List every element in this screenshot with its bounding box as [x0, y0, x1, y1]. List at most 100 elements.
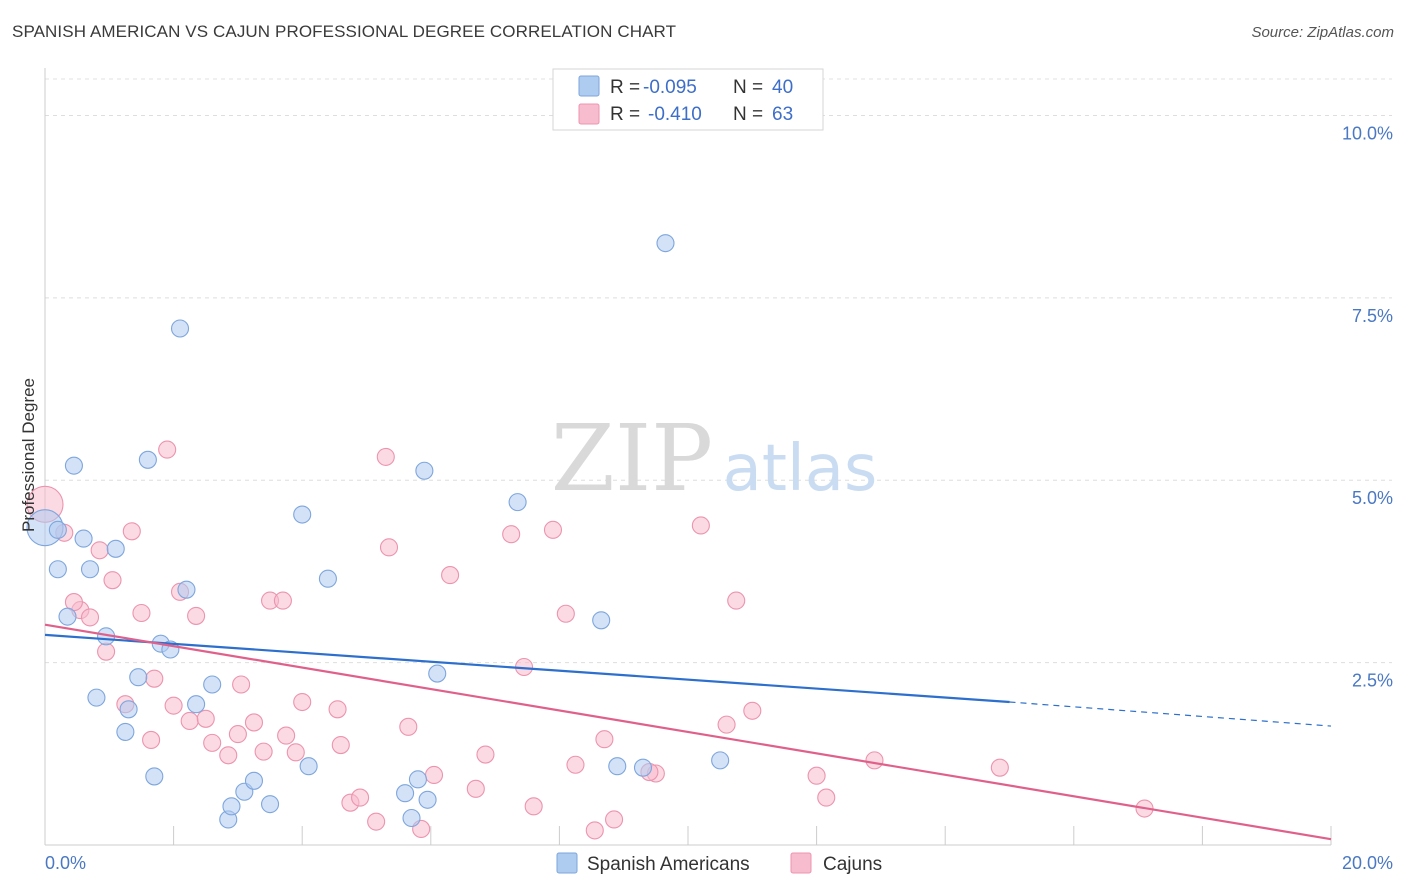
- cajun-point: [203, 733, 222, 752]
- spanish-american-point: [633, 758, 653, 777]
- cajun-point: [595, 730, 614, 749]
- cajun-point: [817, 788, 836, 807]
- cajun-point: [219, 746, 238, 765]
- cajun-point: [328, 700, 347, 719]
- legend-r-value-1: -0.095: [643, 77, 697, 98]
- cajun-point: [466, 779, 485, 798]
- spanish-american-point: [116, 722, 135, 741]
- cajun-trend-line: [44, 623, 1332, 841]
- cajun-point: [254, 742, 273, 761]
- cajun-point: [727, 591, 746, 610]
- legend-n-value-2: 63: [772, 104, 793, 125]
- spanish-american-point: [396, 784, 415, 803]
- cajun-point: [367, 812, 386, 831]
- spanish-american-point: [711, 751, 730, 770]
- spanish-american-point: [415, 461, 434, 480]
- y-tick-label: 5.0%: [1352, 488, 1393, 508]
- spanish-american-point: [48, 520, 67, 539]
- spanish-american-point: [58, 607, 77, 626]
- cajun-point: [142, 730, 161, 749]
- cajun-point: [244, 713, 264, 732]
- bottom-legend: Spanish Americans Cajuns: [556, 852, 882, 875]
- cajun-point: [807, 766, 826, 785]
- legend-r-label-1: R =: [610, 77, 640, 98]
- spanish-american-point: [408, 770, 427, 789]
- bottom-legend-label-cajun: Cajuns: [823, 854, 882, 875]
- cajun-point: [145, 669, 164, 688]
- legend-n-label-2: N =: [733, 104, 763, 125]
- cajun-point: [286, 743, 305, 762]
- trend-lines: [44, 623, 1332, 841]
- chart-title: SPANISH AMERICAN VS CAJUN PROFESSIONAL D…: [12, 22, 677, 41]
- spanish-american-point: [87, 688, 106, 707]
- cajun-point: [990, 758, 1009, 777]
- spanish-american-point: [592, 611, 611, 630]
- spanish-american-point: [203, 675, 222, 694]
- cajun-point: [691, 516, 710, 535]
- spanish-american-point: [428, 664, 447, 683]
- cajun-point: [277, 726, 296, 745]
- grid-lines: [45, 78, 1392, 664]
- cajun-point: [605, 810, 624, 829]
- cajun-point: [556, 604, 575, 623]
- source-label: Source: ZipAtlas.com: [1251, 24, 1394, 41]
- cajun-point: [585, 821, 604, 840]
- cajun-point: [441, 566, 460, 585]
- cajun-point: [376, 447, 395, 466]
- y-tick-label: 10.0%: [1342, 123, 1393, 143]
- watermark: ZIP atlas: [551, 405, 877, 512]
- cajun-point: [293, 692, 312, 712]
- cajun-point: [103, 571, 122, 590]
- cajun-point: [524, 797, 543, 816]
- spanish-american-point: [187, 695, 206, 714]
- bottom-legend-swatch-spanish: [556, 852, 578, 874]
- spanish-american-point: [299, 757, 318, 776]
- spanish-american-point: [260, 795, 280, 814]
- spanish-american-trend-line: [44, 633, 1010, 704]
- cajun-point: [164, 696, 183, 715]
- bottom-legend-swatch-cajun: [790, 852, 812, 874]
- cajun-point: [132, 603, 151, 623]
- cajun-point: [80, 608, 100, 627]
- cajun-point: [158, 440, 177, 459]
- spanish-american-point: [80, 560, 100, 579]
- legend-swatch-spanish: [578, 75, 600, 97]
- cajun-point: [424, 765, 444, 785]
- cajun-point: [232, 675, 251, 694]
- spanish-american-point: [74, 529, 93, 548]
- spanish-american-point: [170, 319, 190, 338]
- cajun-point: [187, 606, 206, 625]
- cajun-point: [196, 709, 215, 728]
- cajun-point: [180, 711, 199, 731]
- spanish-american-point: [608, 757, 627, 776]
- x-tick-label-min: 0.0%: [45, 853, 86, 873]
- spanish-american-point: [129, 668, 148, 687]
- spanish-american-point: [177, 580, 196, 599]
- cajun-point: [97, 642, 116, 661]
- cajun-point: [273, 591, 292, 610]
- spanish-american-point: [656, 234, 675, 253]
- legend-r-label-2: R =: [610, 104, 640, 125]
- cajun-point: [566, 755, 585, 774]
- spanish-american-point: [145, 767, 164, 786]
- spanish-american-point: [106, 539, 125, 558]
- cajun-point: [399, 717, 418, 736]
- spanish-american-point: [402, 808, 421, 828]
- spanish-american-trend-extension: [1009, 701, 1332, 727]
- legend-n-label-1: N =: [733, 77, 763, 98]
- cajun-point: [865, 751, 884, 770]
- legend-n-value-1: 40: [772, 77, 793, 98]
- spanish-american-point: [48, 560, 67, 579]
- spanish-american-point: [222, 797, 241, 816]
- cajun-point: [90, 541, 109, 560]
- cajun-point: [122, 522, 141, 541]
- legend-swatch-cajun: [578, 103, 600, 125]
- cajun-point: [543, 520, 563, 539]
- y-axis-label: Professional Degree: [19, 378, 38, 532]
- cajun-point: [743, 701, 762, 720]
- x-tick-label-max: 20.0%: [1342, 853, 1393, 873]
- tick-labels: 2.5% 5.0% 7.5% 10.0% 0.0% 20.0%: [45, 123, 1393, 873]
- legend-r-value-2: -0.410: [648, 104, 702, 125]
- watermark-zip: ZIP: [551, 405, 713, 512]
